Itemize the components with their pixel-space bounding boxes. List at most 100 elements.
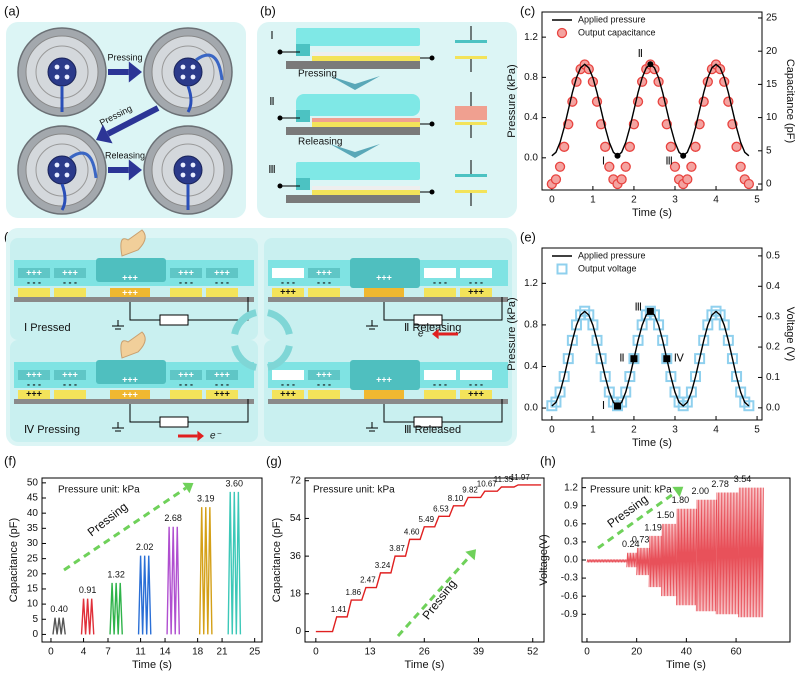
charge: +++ [376,272,392,282]
electrode [312,190,420,195]
block [206,370,238,380]
charge: - - - [433,277,447,287]
point [558,371,570,383]
point [604,161,615,172]
y-tick-label: 36 [290,551,302,562]
annotation: 1.86 [346,588,362,597]
point [603,386,615,398]
annotation-point [630,355,638,363]
note: Pressure unit: kPa [313,485,395,496]
charge: - - - [317,379,331,389]
chevron [330,144,380,158]
charge: +++ [62,267,78,277]
charge: - - - [215,379,229,389]
point [718,319,730,331]
x-tick-label: 0 [584,647,590,658]
arrow-label: Releasing [298,137,342,148]
substrate [286,195,420,203]
electrode-center [110,390,150,399]
annotation: 9.82 [462,486,478,495]
oscillation [626,552,638,568]
point [690,371,702,383]
electron-label: e⁻ [418,329,430,340]
block [18,370,50,380]
point [616,396,628,408]
y-axis-label: Pressure (kPa) [506,64,518,137]
y-tick-label: 10 [27,599,39,610]
point [722,334,734,346]
electrode [460,288,492,297]
x-tick-label: 4 [713,425,719,436]
charge: +++ [214,388,230,398]
trend-label: Pressing [419,577,459,622]
trend-arrow [396,554,472,638]
device-dot [190,64,196,70]
y2-tick-label: 0 [766,179,772,190]
series-line [109,582,123,635]
charge: - - - [179,277,193,287]
note: Pressure unit: kPa [58,485,140,496]
y-tick-label: 0.6 [564,518,578,529]
finger [120,229,146,257]
arrow [106,105,160,137]
x-axis-label: Time (s) [405,659,445,671]
point [726,353,738,365]
device-lever [195,53,224,81]
series-line [166,526,180,635]
y2-tick-label: 0.4 [766,281,780,292]
series-line [315,484,542,633]
charge: +++ [316,369,332,379]
point [702,319,714,331]
point [661,353,673,365]
panel-label: (f) [4,453,16,468]
cycle-arrow [231,344,258,371]
finger [120,331,146,359]
state-label: Ⅰ Pressed [24,322,71,334]
series-label: 3.19 [197,493,215,503]
substrate [268,297,508,302]
oscillation [715,492,739,615]
y-tick-label: 0.0 [524,403,538,414]
annotation: Ⅳ [674,353,685,365]
cycle-arrow [266,309,293,336]
point [554,386,566,398]
charge: - - - [469,379,483,389]
point [570,319,582,331]
point [591,334,603,346]
oscillation [636,547,650,576]
terminal [429,55,435,61]
y-tick-label: 45 [27,493,39,504]
x-tick-label: 4 [713,195,719,206]
electrode [312,56,420,61]
y2-tick-label: 10 [766,112,778,123]
x-tick-label: 3 [672,425,678,436]
device-core [47,57,77,87]
annotation-point [614,402,622,410]
point [669,161,681,172]
substrate [268,399,508,404]
point [600,141,611,152]
charge: +++ [178,267,194,277]
note: Pressure unit: kPa [590,485,672,496]
cycle-arrow [231,309,258,336]
charge: - - - [63,379,77,389]
electrode [206,288,238,297]
panel-label: (a) [4,3,20,18]
point [665,141,677,152]
point [731,141,742,152]
annotation-point [647,61,654,68]
charge: +++ [122,272,138,282]
annotation: 3.24 [375,561,391,570]
x-tick-label: 26 [419,647,431,658]
x-tick-label: 25 [249,647,261,658]
y-tick-label: 25 [27,553,39,564]
spacer [296,110,310,122]
device-lever [69,151,98,179]
device-dot [180,74,186,80]
y-axis-label: Capacitance (pF) [8,518,20,602]
point [620,161,631,172]
point [714,309,726,321]
x-tick-label: 18 [192,647,204,658]
annotation: Ⅱ [638,48,643,60]
